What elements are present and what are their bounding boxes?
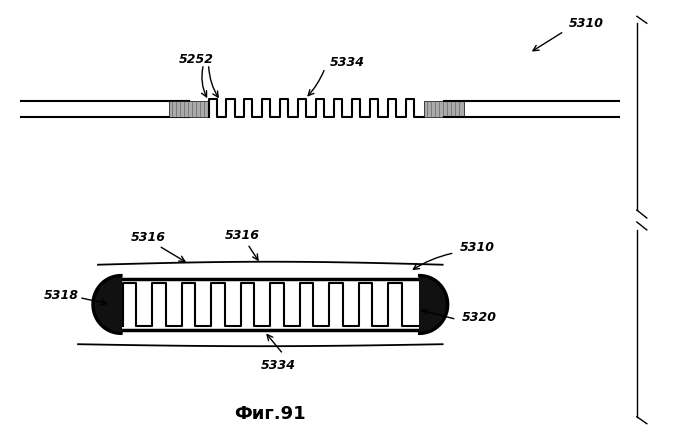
Text: 5334: 5334 <box>261 359 296 372</box>
Text: 5334: 5334 <box>330 56 365 70</box>
Text: 5316: 5316 <box>131 231 166 244</box>
Polygon shape <box>419 275 447 333</box>
Text: 5318: 5318 <box>43 289 79 302</box>
Bar <box>168 101 208 117</box>
Bar <box>424 101 463 117</box>
Text: 5252: 5252 <box>179 52 214 66</box>
Text: 5316: 5316 <box>225 229 260 242</box>
Polygon shape <box>93 275 121 333</box>
Text: 5320: 5320 <box>461 311 496 324</box>
Text: Фиг.91: Фиг.91 <box>234 405 306 423</box>
Text: 5310: 5310 <box>569 17 604 30</box>
Text: 5310: 5310 <box>459 241 495 254</box>
